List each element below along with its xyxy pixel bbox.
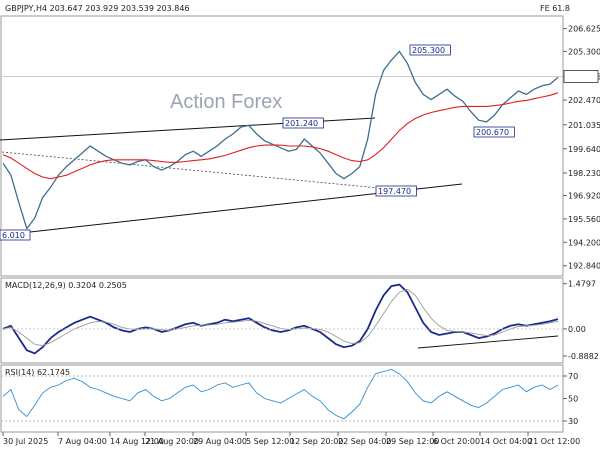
price-y-tick-label: 201.035 <box>568 121 600 130</box>
price-annotation-label: 200.670 <box>476 128 509 137</box>
watermark: Action Forex <box>170 91 282 113</box>
price-y-tick-label: 195.560 <box>568 215 600 224</box>
price-y-axis: 206.625205.300203.846202.470201.035199.6… <box>563 25 600 271</box>
x-tick-label: 7 Aug 04:00 <box>58 437 107 446</box>
macd-series <box>1 283 563 355</box>
price-y-tick-label: 202.470 <box>568 96 600 105</box>
macd-y-tick-label: -0.8882 <box>568 352 599 361</box>
macd-panel-frame <box>0 277 564 364</box>
dashed-support-line <box>1 151 401 191</box>
price-y-tick-label: 198.230 <box>568 169 600 178</box>
x-tick-label: 22 Sep 04:00 <box>338 437 391 446</box>
rsi-y-tick-label: 30 <box>568 417 578 426</box>
macd-series-line-1 <box>2 288 559 347</box>
macd-divergence-line <box>417 335 559 349</box>
x-tick-label: 29 Aug 04:00 <box>193 437 247 446</box>
rsi-title: RSI(14) 62.1745 <box>5 368 70 377</box>
x-tick-label: 14 Aug 12:00 <box>110 437 164 446</box>
rsi-y-tick-label: 50 <box>568 395 578 404</box>
price-annotation-box <box>282 117 324 129</box>
price-y-tick-label: 205.300 <box>568 47 600 56</box>
rsi-y-tick-label: 70 <box>568 372 578 381</box>
rsi-panel-frame <box>0 364 564 433</box>
corner-tag: FE 61.8 <box>540 4 570 13</box>
rsi-series-line-0 <box>2 368 559 420</box>
price-annotation-label: 197.470 <box>378 187 411 196</box>
price-annotation-label: 205.300 <box>412 46 445 55</box>
price-y-tick-label: 196.920 <box>568 192 600 201</box>
macd-y-axis: 1.4797 0.00 -0.8882 <box>563 280 599 361</box>
macd-y-tick-label: 1.4797 <box>568 280 596 289</box>
macd-y-tick-label: 0.00 <box>568 325 586 334</box>
x-tick-label: 6 Oct 20:00 <box>433 437 480 446</box>
price-y-tick-label: 199.640 <box>568 145 600 154</box>
x-tick-label: 5 Sep 12:00 <box>246 437 294 446</box>
rsi-y-axis: 70 50 30 <box>563 372 578 426</box>
x-tick-label: 21 Aug 20:00 <box>145 437 199 446</box>
price-annotations: 205.300 201.240 200.670 197.470 6.010 <box>0 44 515 241</box>
x-tick-label: 30 Jul 2025 <box>3 437 48 446</box>
x-tick-label: 29 Sep 12:00 <box>386 437 439 446</box>
price-annotation-box <box>409 44 451 56</box>
current-price-box <box>563 70 599 83</box>
x-tick-label: 21 Oct 12:00 <box>528 437 580 446</box>
macd-series-line-0 <box>2 283 559 355</box>
rsi-series <box>1 368 563 422</box>
symbol-header: GBPJPY,H4 203.647 203.929 203.539 203.84… <box>5 4 190 13</box>
price-series-line-0 <box>2 50 559 231</box>
price-series <box>2 50 559 231</box>
price-annotation-label: 201.240 <box>285 119 318 128</box>
x-tick-label: 12 Sep 20:00 <box>290 437 343 446</box>
price-series-line-1 <box>2 92 559 180</box>
price-y-tick-label: 194.200 <box>568 238 600 247</box>
price-panel-frame <box>0 15 564 277</box>
price-annotation-box <box>375 185 417 197</box>
price-y-tick-label: 192.840 <box>568 262 600 271</box>
price-annotation-box <box>473 126 515 138</box>
price-annotation-box <box>0 229 31 241</box>
price-annotation-label: 6.010 <box>2 231 25 240</box>
price-y-tick-label: 206.625 <box>568 25 600 34</box>
x-tick-label: 14 Oct 04:00 <box>480 437 532 446</box>
macd-title: MACD(12,26,9) 0.3204 0.2505 <box>5 281 127 290</box>
